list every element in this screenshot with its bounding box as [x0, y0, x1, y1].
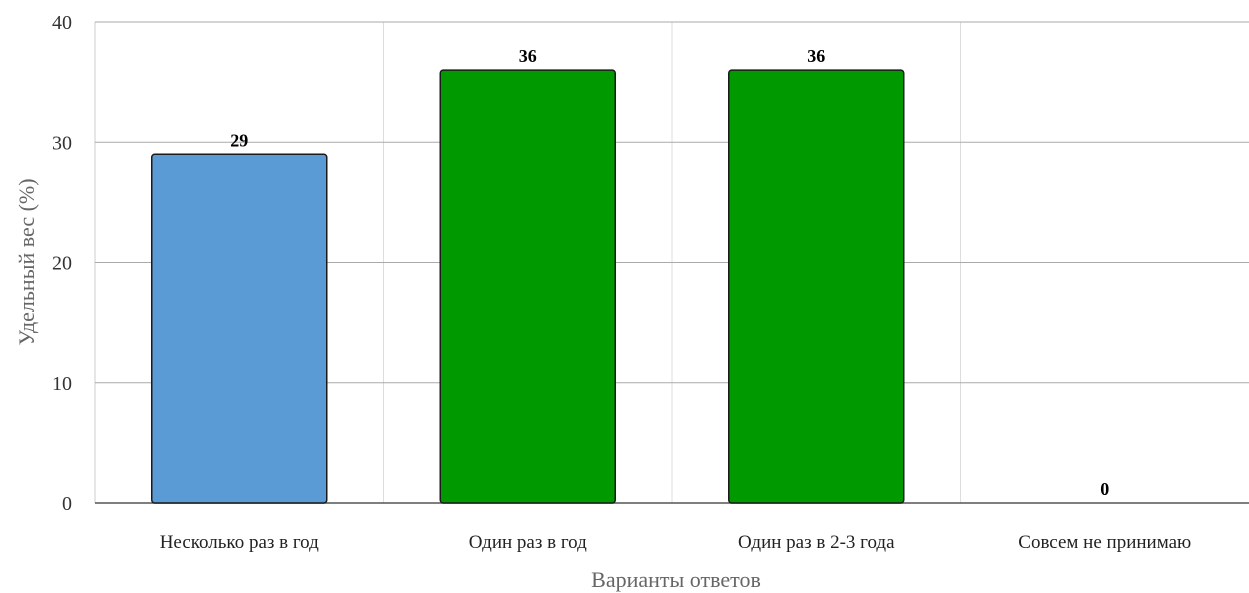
bars — [151, 69, 905, 504]
y-tick-label: 40 — [52, 12, 72, 34]
data-label: 0 — [1100, 479, 1109, 499]
y-axis-title: Удельный вес (%) — [14, 178, 39, 345]
bar — [728, 69, 905, 504]
x-category-label: Один раз в год — [469, 532, 587, 553]
data-label: 29 — [230, 130, 248, 150]
data-labels: 29 36 36 0 — [230, 46, 1109, 499]
x-category-label: Несколько раз в год — [160, 532, 319, 553]
x-category-label: Один раз в 2-3 года — [738, 532, 895, 553]
y-tick-label: 10 — [52, 373, 72, 395]
bar — [151, 153, 328, 504]
x-category-label: Совсем не принимаю — [1018, 532, 1191, 553]
y-tick-label: 30 — [52, 132, 72, 154]
data-label: 36 — [519, 46, 537, 66]
data-label: 36 — [807, 46, 825, 66]
bar — [439, 69, 616, 504]
x-axis-title: Варианты ответов — [591, 567, 761, 592]
y-axis-ticks: 0 10 20 30 40 — [52, 12, 72, 515]
y-tick-label: 20 — [52, 253, 72, 275]
y-tick-label: 0 — [62, 493, 72, 515]
x-axis-categories: Несколько раз в год Один раз в год Один ра… — [160, 532, 1192, 553]
